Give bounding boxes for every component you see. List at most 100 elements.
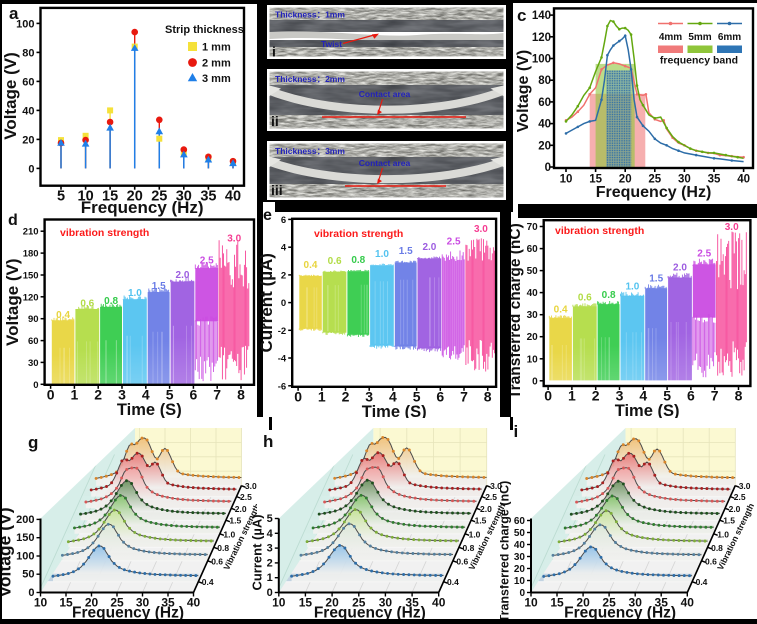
svg-text:2.5: 2.5 xyxy=(485,492,497,502)
svg-text:30: 30 xyxy=(176,189,192,205)
svg-text:0: 0 xyxy=(28,163,34,175)
svg-text:2.5: 2.5 xyxy=(734,492,746,502)
svg-text:0.6: 0.6 xyxy=(578,292,592,303)
svg-text:i: i xyxy=(514,422,519,441)
svg-text:2.0: 2.0 xyxy=(422,242,436,253)
svg-text:80: 80 xyxy=(538,75,551,87)
svg-text:vibration strength: vibration strength xyxy=(555,225,644,237)
svg-text:Current (µA): Current (µA) xyxy=(250,514,265,590)
svg-text:0.4: 0.4 xyxy=(304,260,318,271)
svg-text:35: 35 xyxy=(200,189,216,205)
svg-text:10: 10 xyxy=(78,189,94,205)
svg-text:1 mm: 1 mm xyxy=(202,42,231,54)
svg-text:1.5: 1.5 xyxy=(152,281,166,292)
svg-text:e: e xyxy=(263,207,272,224)
svg-text:6: 6 xyxy=(281,215,286,226)
svg-text:Contact area: Contact area xyxy=(359,158,411,168)
svg-text:0.4: 0.4 xyxy=(56,310,70,321)
svg-text:0: 0 xyxy=(28,587,34,599)
svg-text:8: 8 xyxy=(484,388,492,404)
svg-text:15: 15 xyxy=(59,596,73,610)
svg-text:1.5: 1.5 xyxy=(723,516,735,526)
svg-text:5: 5 xyxy=(57,189,65,205)
svg-text:0.8: 0.8 xyxy=(351,255,365,266)
svg-text:40: 40 xyxy=(514,540,526,551)
svg-text:30: 30 xyxy=(379,596,393,610)
svg-text:100: 100 xyxy=(16,551,34,563)
svg-text:0: 0 xyxy=(281,298,286,309)
svg-text:c: c xyxy=(517,6,526,25)
svg-text:Frequency (Hz): Frequency (Hz) xyxy=(81,198,204,217)
svg-text:15: 15 xyxy=(589,174,602,186)
svg-text:Frequency (Hz): Frequency (Hz) xyxy=(564,605,676,622)
svg-text:0.4: 0.4 xyxy=(202,577,214,587)
svg-text:Current (µA): Current (µA) xyxy=(258,253,276,353)
svg-text:30: 30 xyxy=(28,358,39,369)
svg-text:0.4: 0.4 xyxy=(447,577,459,587)
svg-text:30: 30 xyxy=(514,552,526,563)
svg-text:1: 1 xyxy=(318,388,326,404)
svg-text:4: 4 xyxy=(267,528,274,540)
svg-text:3.0: 3.0 xyxy=(227,233,241,244)
svg-text:120: 120 xyxy=(23,292,39,303)
svg-text:3.0: 3.0 xyxy=(474,224,488,235)
svg-text:frequency band: frequency band xyxy=(660,55,738,67)
svg-text:15: 15 xyxy=(299,596,313,610)
svg-text:20: 20 xyxy=(85,596,99,610)
svg-text:1.0: 1.0 xyxy=(469,529,481,539)
svg-text:60: 60 xyxy=(28,336,39,347)
svg-text:-2: -2 xyxy=(278,326,286,337)
svg-text:Time (S): Time (S) xyxy=(362,403,427,418)
svg-text:210: 210 xyxy=(23,227,39,238)
svg-text:0: 0 xyxy=(532,376,538,387)
svg-text:2: 2 xyxy=(267,557,273,569)
svg-text:Time (S): Time (S) xyxy=(615,402,680,418)
svg-text:6mm: 6mm xyxy=(718,32,741,43)
svg-text:3.0: 3.0 xyxy=(739,481,751,491)
svg-text:0.6: 0.6 xyxy=(705,556,717,566)
svg-text:1.0: 1.0 xyxy=(223,529,235,539)
svg-text:40: 40 xyxy=(538,119,551,131)
svg-text:0: 0 xyxy=(545,162,551,174)
svg-text:7: 7 xyxy=(213,386,221,402)
svg-text:150: 150 xyxy=(23,271,39,282)
svg-text:2: 2 xyxy=(342,388,350,404)
svg-text:5: 5 xyxy=(267,513,273,525)
svg-text:2.5: 2.5 xyxy=(447,236,461,247)
svg-text:0.8: 0.8 xyxy=(602,290,616,301)
svg-text:0.8: 0.8 xyxy=(463,543,475,553)
svg-text:40: 40 xyxy=(22,105,34,117)
svg-text:-6: -6 xyxy=(278,381,286,392)
svg-text:150: 150 xyxy=(16,532,34,544)
svg-text:d: d xyxy=(8,212,18,229)
svg-text:0.4: 0.4 xyxy=(554,305,568,316)
svg-text:1: 1 xyxy=(568,388,576,404)
svg-text:3.0: 3.0 xyxy=(245,481,257,491)
svg-text:Voltage (V): Voltage (V) xyxy=(2,507,15,597)
svg-text:5mm: 5mm xyxy=(688,32,711,43)
svg-text:vibration strength: vibration strength xyxy=(60,227,149,239)
svg-text:0.6: 0.6 xyxy=(80,298,94,309)
svg-text:2.0: 2.0 xyxy=(729,504,741,514)
svg-text:4: 4 xyxy=(142,386,150,402)
svg-text:Contact area: Contact area xyxy=(359,89,411,99)
svg-text:3.0: 3.0 xyxy=(725,222,739,233)
svg-text:0: 0 xyxy=(47,386,55,402)
svg-text:Thickness：1mm: Thickness：1mm xyxy=(275,10,345,20)
svg-text:Transferred charge (nC): Transferred charge (nC) xyxy=(511,223,524,399)
svg-text:20: 20 xyxy=(127,189,143,205)
svg-text:20: 20 xyxy=(619,174,632,186)
svg-text:0.6: 0.6 xyxy=(328,256,342,267)
svg-text:40: 40 xyxy=(737,174,750,186)
svg-text:Frequency (Hz): Frequency (Hz) xyxy=(596,184,712,201)
svg-text:10: 10 xyxy=(560,174,573,186)
svg-text:20: 20 xyxy=(22,134,34,146)
svg-text:1.0: 1.0 xyxy=(375,249,389,260)
svg-text:0.6: 0.6 xyxy=(211,556,223,566)
svg-text:Voltage (V): Voltage (V) xyxy=(3,258,22,346)
svg-text:60: 60 xyxy=(514,516,526,527)
svg-text:6: 6 xyxy=(436,388,444,404)
svg-text:0.4: 0.4 xyxy=(696,577,708,587)
svg-text:Voltage (V): Voltage (V) xyxy=(2,52,20,140)
svg-text:60: 60 xyxy=(527,244,539,255)
